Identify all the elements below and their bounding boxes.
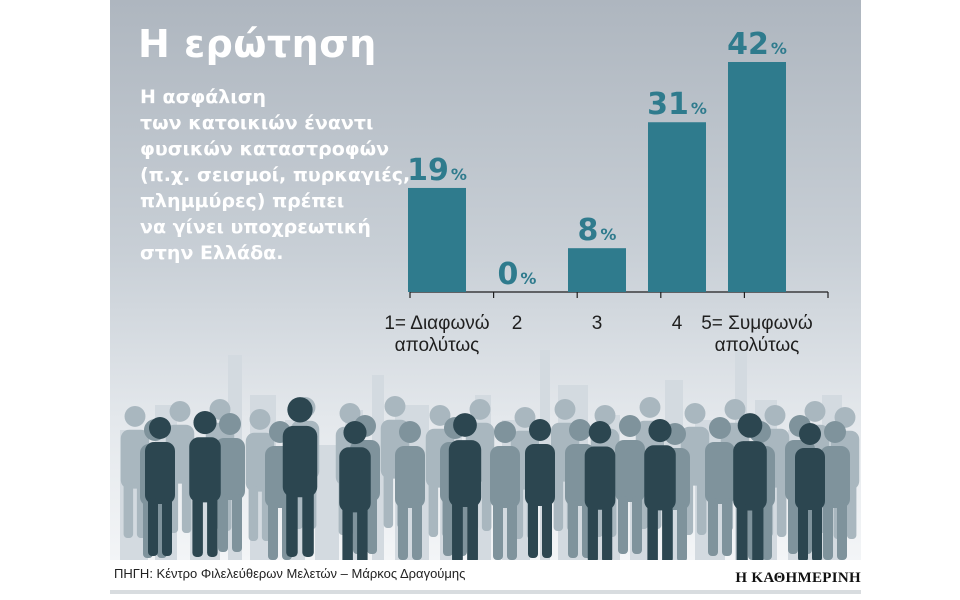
bar — [648, 122, 706, 292]
publisher-logo: Η ΚΑΘΗΜΕΡΙΝΗ — [735, 570, 861, 586]
category-label: 4 — [672, 313, 683, 334]
person-silhouette — [282, 397, 318, 557]
bar — [728, 62, 786, 292]
bar-chart: 19 % 1= Διαφωνώ απολύτως 0 % 2 8 % 3 31 % 4 42 % 5= Συμ… — [120, 27, 860, 560]
source-text: ΠΗΓΗ: Κέντρο Φιλελεύθερων Μελετών – Μάρκ… — [114, 566, 466, 581]
bar-value-label: 8% — [578, 213, 617, 248]
person-silhouette — [525, 419, 555, 558]
person-silhouette — [733, 413, 767, 560]
person-silhouette — [644, 419, 676, 560]
category-label: 3 — [592, 313, 603, 334]
person-silhouette — [705, 417, 735, 556]
person-silhouette — [448, 413, 482, 560]
person-silhouette — [795, 423, 825, 560]
bar-value-label: 42% — [727, 27, 787, 62]
bar — [568, 248, 626, 292]
person-silhouette — [615, 415, 645, 554]
person-silhouette — [189, 411, 221, 557]
person-silhouette — [145, 417, 175, 556]
category-label: 2 — [512, 313, 523, 334]
category-label: 5= Συμφωνώ απολύτως — [701, 313, 813, 356]
bar — [408, 187, 466, 292]
question-text: Η ασφάλιση των κατοικιών έναντι φυσικών … — [140, 86, 411, 264]
bar-value-label: 19% — [407, 153, 467, 188]
infographic-panel: 19% 1= Διαφωνώ απολύτως 0% 2 8% 3 31% 4 42% 5= Συμ… — [110, 0, 861, 560]
crowd-silhouette — [120, 395, 860, 560]
person-silhouette — [490, 421, 520, 560]
page-title: Η ερώτηση — [138, 22, 377, 66]
person-silhouette — [820, 421, 850, 560]
bar-value-label: 31% — [647, 87, 707, 122]
person-silhouette — [395, 421, 425, 560]
chart-marks: 19 % 1= Διαφωνώ απολύτως 0 % 2 8 % 3 31 % 4 42 % 5= Συμ… — [384, 27, 829, 356]
person-silhouette — [339, 421, 371, 560]
person-silhouette — [584, 421, 616, 560]
footer: ΠΗΓΗ: Κέντρο Φιλελεύθερων Μελετών – Μάρκ… — [110, 560, 861, 594]
category-label: 1= Διαφωνώ απολύτως — [384, 313, 489, 356]
person-silhouette — [215, 413, 245, 552]
bar-value-label: 0% — [498, 257, 537, 292]
